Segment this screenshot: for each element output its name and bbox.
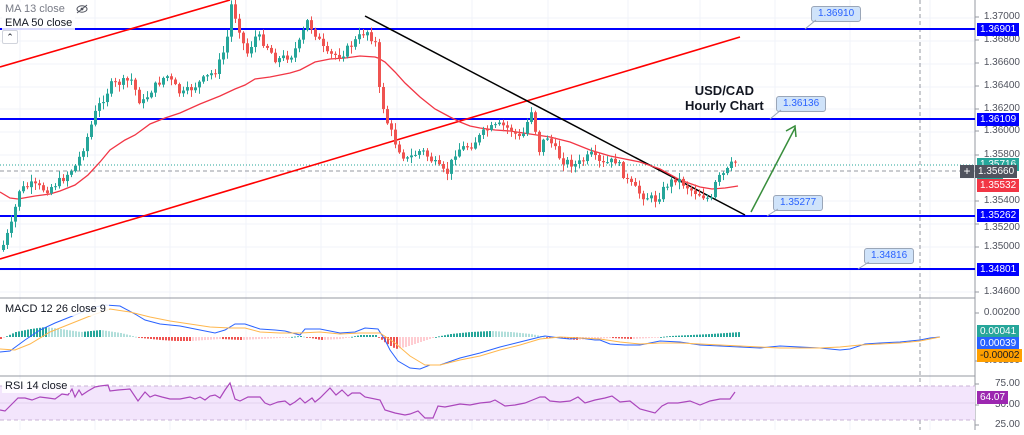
rsi-line <box>0 381 736 419</box>
rsi-value-tag: 64.07 <box>977 391 1009 404</box>
legend-rsi[interactable]: RSI 14 close <box>2 379 71 393</box>
y-tick: 1.36600 <box>983 57 1020 68</box>
rsi-y-tick: 50.00 <box>994 399 1020 410</box>
crosshair-price: 1.35660 <box>978 166 1015 177</box>
rsi-y-tick: 25.00 <box>994 419 1020 430</box>
level-price-tag: 1.36901 <box>977 23 1020 36</box>
callout-1.34816[interactable]: 1.34816 <box>864 248 915 264</box>
legend-macd[interactable]: MACD 12 26 close 9 <box>2 302 109 316</box>
y-tick: 1.34600 <box>983 286 1020 297</box>
callout-1.36136[interactable]: 1.36136 <box>776 96 827 112</box>
candlesticks <box>2 0 737 252</box>
hidden-eye-icon[interactable] <box>76 4 88 14</box>
macd-line-tag: 0.00039 <box>977 337 1020 350</box>
chart-title-line2: Hourly Chart <box>685 98 764 113</box>
chevron-up-icon: ⌃ <box>6 32 14 42</box>
level-price-tag: 1.34801 <box>977 263 1020 276</box>
level-price-tag: 1.35262 <box>977 209 1020 222</box>
ascending-channel <box>0 0 741 260</box>
macd-pane <box>0 327 740 349</box>
descending-trendline <box>364 15 746 216</box>
collapse-legend-button[interactable]: ⌃ <box>2 30 18 44</box>
y-tick: 1.36400 <box>983 80 1020 91</box>
macd-y-tick: 0.00200 <box>983 307 1020 318</box>
y-tick: 1.36200 <box>983 103 1020 114</box>
y-tick: 1.35200 <box>983 222 1020 233</box>
ema-price-tag: 1.35532 <box>977 179 1020 192</box>
legend-ema50[interactable]: EMA 50 close <box>2 16 76 30</box>
signal-line <box>0 308 941 366</box>
rsi-y-tick: 75.00 <box>994 378 1020 389</box>
y-tick: 1.36800 <box>983 34 1020 45</box>
callout-1.35277[interactable]: 1.35277 <box>773 195 824 211</box>
y-tick: 1.35800 <box>983 149 1020 160</box>
chart-title-line1: USD/CAD <box>694 83 754 98</box>
horizontal-levels <box>0 28 975 270</box>
chart-title: USD/CAD Hourly Chart <box>685 83 764 113</box>
y-tick: 1.37000 <box>983 11 1020 22</box>
macd-signal-tag: -0.00002 <box>977 349 1023 362</box>
legend-ma13[interactable]: MA 13 close <box>2 2 91 16</box>
y-tick: 1.36000 <box>983 125 1020 136</box>
add-plus-icon[interactable]: + <box>960 165 974 178</box>
macd-histogram-tag: 0.00041 <box>977 325 1020 338</box>
y-tick: 1.35400 <box>983 195 1020 206</box>
green-arrow-icon <box>750 124 797 213</box>
legend-ma13-label: MA 13 close <box>5 3 65 15</box>
callout-1.36910[interactable]: 1.36910 <box>811 6 862 22</box>
y-tick: 1.35000 <box>983 241 1020 252</box>
level-price-tag: 1.36109 <box>977 113 1020 126</box>
crosshair-price-tag[interactable]: 1.35660 <box>975 165 1018 178</box>
